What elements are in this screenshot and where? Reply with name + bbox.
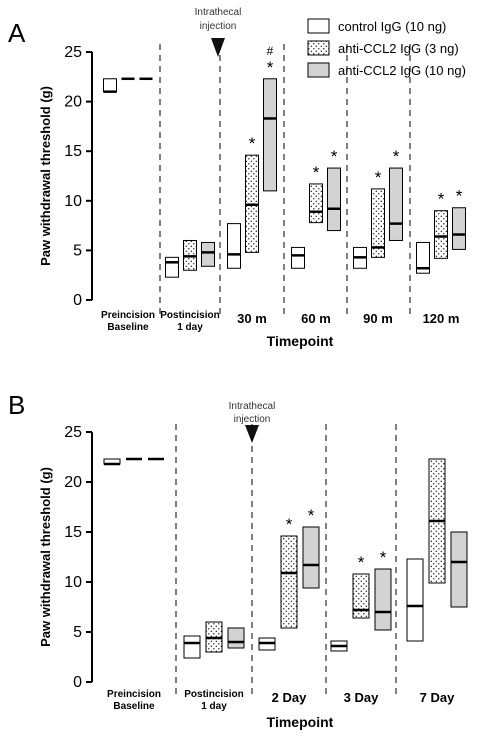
x-tick-label: 30 m xyxy=(237,311,267,326)
significance-marker: * xyxy=(456,187,463,206)
legend-label-anti-ccl2-3ng: anti-CCL2 IgG (3 ng) xyxy=(338,41,459,56)
x-tick-label: Preincision xyxy=(107,689,161,700)
y-tick-label: 5 xyxy=(73,242,82,259)
box-control xyxy=(183,635,201,659)
y-tick-label: 20 xyxy=(64,474,82,491)
x-tick-label: 2 Day xyxy=(272,690,307,705)
x-tick-label-line2: Baseline xyxy=(113,701,155,712)
y-axis-label: Paw withdrawal threshold (g) xyxy=(38,86,53,266)
y-tick-label: 5 xyxy=(73,624,82,641)
y-tick-label: 15 xyxy=(64,524,82,541)
y-tick-label: 0 xyxy=(73,674,82,691)
box-anti-ccl2-10ng xyxy=(389,167,403,241)
box-anti-ccl2-10ng xyxy=(374,568,392,631)
box-control xyxy=(406,558,424,642)
box-anti-ccl2-3ng xyxy=(371,188,385,258)
injection-label-a-line1: Intrathecal xyxy=(195,7,242,18)
legend-swatch-anti-ccl2-10ng xyxy=(307,62,330,78)
box-control xyxy=(416,241,430,274)
box-anti-ccl2-3ng xyxy=(309,183,323,224)
box-control xyxy=(227,223,241,269)
significance-marker-hash: # xyxy=(267,44,274,58)
panel-a: A Intrathecal injection 0 5 10 15 20 25 Paw wi… xyxy=(8,7,466,349)
significance-marker: * xyxy=(267,58,274,77)
x-tick-label: Postincision xyxy=(184,689,243,700)
plot-area-a: 0 5 10 15 20 25 Paw withdrawal threshold (g) Pr… xyxy=(38,44,466,349)
legend-item-anti-ccl2-10ng: anti-CCL2 IgG (10 ng) xyxy=(307,62,466,78)
box-anti-ccl2-10ng xyxy=(327,167,341,232)
x-tick-label: 60 m xyxy=(301,311,331,326)
legend-item-control: control IgG (10 ng) xyxy=(307,18,446,34)
y-tick-label: 15 xyxy=(64,143,82,160)
y-tick-label: 25 xyxy=(64,424,82,441)
x-tick-label-line2: Baseline xyxy=(107,322,149,333)
significance-marker: * xyxy=(358,553,365,572)
box-anti-ccl2-3ng xyxy=(280,535,298,629)
panel-label-a: A xyxy=(8,18,26,48)
legend-label-control: control IgG (10 ng) xyxy=(338,19,446,34)
significance-marker: * xyxy=(380,548,387,567)
x-axis-label: Timepoint xyxy=(267,714,334,730)
box-anti-ccl2-10ng xyxy=(452,207,466,250)
y-tick-label: 20 xyxy=(64,94,82,111)
box-control xyxy=(291,246,305,269)
injection-arrow-b xyxy=(245,425,259,443)
box-anti-ccl2-3ng xyxy=(434,210,448,259)
box-anti-ccl2-10ng xyxy=(450,531,468,608)
y-tick-label: 10 xyxy=(64,574,82,591)
injection-label-a-line2: injection xyxy=(200,21,237,32)
injection-annotation-a: Intrathecal injection xyxy=(195,7,242,57)
panel-label-b: B xyxy=(8,390,25,420)
significance-marker: * xyxy=(375,168,382,187)
significance-marker: * xyxy=(286,515,293,534)
injection-arrow-a xyxy=(211,38,225,57)
box-control xyxy=(103,78,117,93)
legend-swatch-control xyxy=(307,18,330,34)
legend: control IgG (10 ng) anti-CCL2 IgG (3 ng)… xyxy=(307,18,466,78)
x-tick-label: 3 Day xyxy=(344,690,379,705)
significance-marker: * xyxy=(331,147,338,166)
significance-marker: * xyxy=(249,134,256,153)
box-anti-ccl2-3ng xyxy=(352,573,370,619)
x-tick-label: 120 m xyxy=(423,311,460,326)
box-anti-ccl2-10ng xyxy=(302,526,320,589)
legend-item-anti-ccl2-3ng: anti-CCL2 IgG (3 ng) xyxy=(307,40,459,56)
box-anti-ccl2-10ng xyxy=(263,78,277,192)
legend-label-anti-ccl2-10ng: anti-CCL2 IgG (10 ng) xyxy=(338,63,466,78)
significance-marker: * xyxy=(313,163,320,182)
x-tick-label-line2: 1 day xyxy=(177,322,203,333)
injection-label-b-line2: injection xyxy=(234,414,271,425)
x-tick-label: 90 m xyxy=(363,311,393,326)
box-anti-ccl2-10ng xyxy=(227,627,245,649)
injection-label-b-line1: Intrathecal xyxy=(229,401,276,412)
box-anti-ccl2-10ng xyxy=(201,241,215,267)
x-axis-label: Timepoint xyxy=(267,333,334,349)
x-tick-label: 7 Day xyxy=(420,690,455,705)
significance-marker: * xyxy=(393,147,400,166)
y-tick-label: 0 xyxy=(73,292,82,309)
injection-annotation-b: Intrathecal injection xyxy=(229,401,276,443)
significance-marker: * xyxy=(438,190,445,209)
x-tick-label: Preincision xyxy=(101,310,155,321)
plot-area-b: 0 5 10 15 20 25 Paw withdrawal threshold (g) Pr… xyxy=(38,424,468,730)
legend-swatch-anti-ccl2-3ng xyxy=(307,40,330,56)
x-tick-label-line2: 1 day xyxy=(201,701,227,712)
panel-b: B Intrathecal injection 0 5 10 15 20 25 Paw wi… xyxy=(8,390,468,730)
significance-marker: * xyxy=(308,506,315,525)
x-tick-label: Postincision xyxy=(160,310,219,321)
y-tick-label: 25 xyxy=(64,44,82,61)
box-control xyxy=(165,256,179,278)
y-axis-label: Paw withdrawal threshold (g) xyxy=(38,467,53,647)
y-tick-label: 10 xyxy=(64,193,82,210)
